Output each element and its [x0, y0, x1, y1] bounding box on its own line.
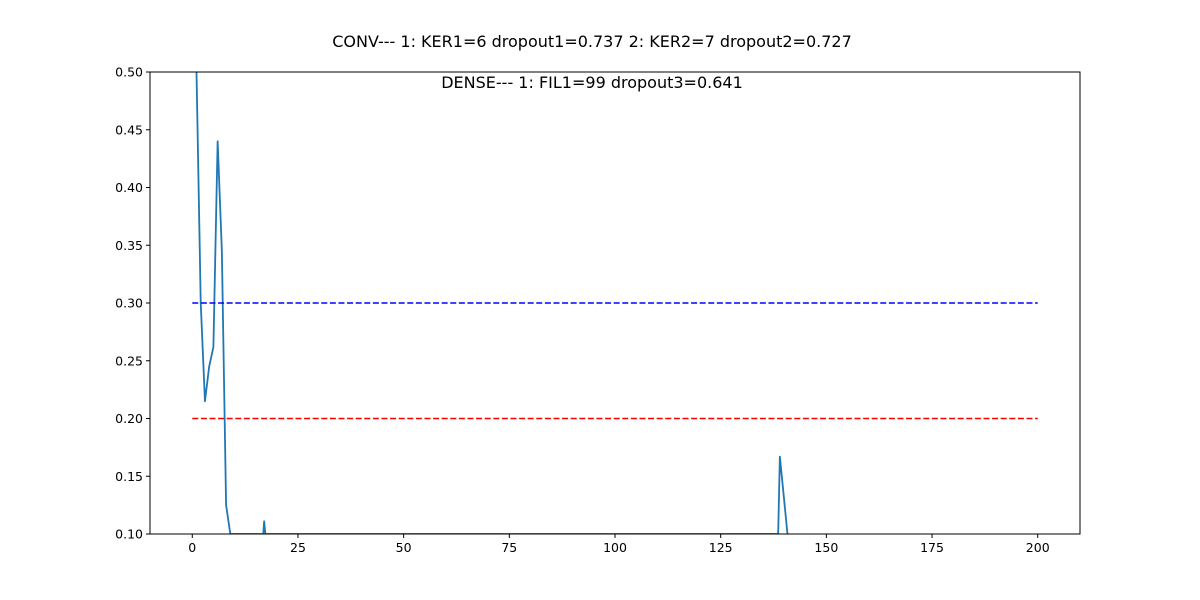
x-axis: 0 25 50 75 100 125 150 175 200	[188, 534, 1050, 555]
x-tick-label: 0	[188, 540, 196, 555]
x-tick-label: 150	[814, 540, 838, 555]
y-tick-label: 0.45	[115, 122, 143, 137]
y-tick-label: 0.35	[115, 238, 143, 253]
chart-title: CONV--- 1: KER1=6 dropout1=0.737 2: KER2…	[332, 32, 852, 51]
x-tick-label: 25	[290, 540, 306, 555]
x-tick-label: 100	[603, 540, 627, 555]
x-tick-label: 50	[396, 540, 412, 555]
y-tick-label: 0.50	[115, 65, 143, 80]
y-tick-label: 0.25	[115, 353, 143, 368]
x-tick-label: 200	[1026, 540, 1050, 555]
y-tick-label: 0.30	[115, 296, 143, 311]
series-layer	[192, 72, 1038, 534]
y-tick-label: 0.10	[115, 527, 143, 542]
x-tick-label: 175	[920, 540, 944, 555]
y-tick-label: 0.15	[115, 469, 143, 484]
series-line-1	[195, 72, 789, 534]
x-tick-label: 125	[709, 540, 733, 555]
y-axis: 0.10 0.15 0.20 0.25 0.30 0.35 0.40 0.45 0.50	[115, 65, 150, 542]
y-tick-label: 0.20	[115, 411, 143, 426]
chart-subtitle: DENSE--- 1: FIL1=99 dropout3=0.641	[441, 73, 743, 92]
x-tick-label: 75	[501, 540, 517, 555]
y-tick-label: 0.40	[115, 180, 143, 195]
